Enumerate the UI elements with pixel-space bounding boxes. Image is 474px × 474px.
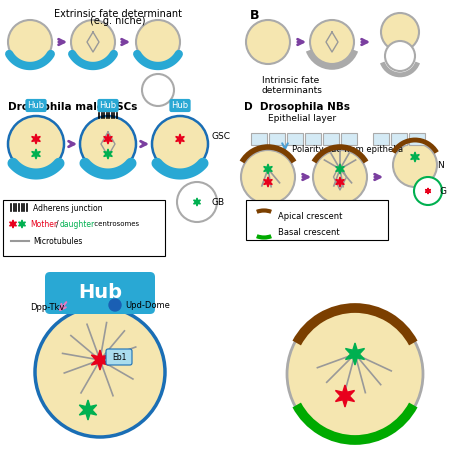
FancyBboxPatch shape [246,200,388,240]
FancyBboxPatch shape [288,133,303,145]
Circle shape [177,182,217,222]
Polygon shape [336,164,344,174]
Text: Hub: Hub [172,101,189,110]
Circle shape [393,143,437,187]
Circle shape [152,116,208,172]
Circle shape [241,150,295,204]
Text: N: N [437,161,444,170]
FancyBboxPatch shape [306,133,321,145]
Polygon shape [264,164,273,174]
Text: Upd-Dome: Upd-Dome [125,301,170,310]
FancyBboxPatch shape [392,133,408,145]
Polygon shape [336,385,355,407]
Polygon shape [79,400,97,420]
Text: Epithelial layer: Epithelial layer [268,114,336,123]
FancyBboxPatch shape [45,272,155,314]
Circle shape [385,41,415,71]
FancyBboxPatch shape [323,133,339,145]
Polygon shape [32,149,40,159]
Text: Basal crescent: Basal crescent [278,228,340,237]
Text: Eb1: Eb1 [112,353,126,362]
Polygon shape [104,134,112,144]
Text: Mother: Mother [30,219,57,228]
Text: Drosophila male GSCs: Drosophila male GSCs [8,102,137,112]
Circle shape [8,116,64,172]
Circle shape [310,20,354,64]
Circle shape [287,306,423,442]
Circle shape [246,20,290,64]
Text: Adherens junction: Adherens junction [33,203,102,212]
Polygon shape [91,350,109,370]
Text: daughter: daughter [60,219,95,228]
Circle shape [71,20,115,64]
Text: Extrinsic fate determinant: Extrinsic fate determinant [54,9,182,19]
Circle shape [381,13,419,51]
Circle shape [80,116,136,172]
Text: /: / [56,219,59,228]
Polygon shape [336,177,344,187]
Text: GSC: GSC [212,131,231,140]
FancyBboxPatch shape [374,133,390,145]
Polygon shape [425,188,430,194]
Polygon shape [264,177,273,187]
Text: Hub: Hub [27,101,45,110]
FancyBboxPatch shape [3,200,165,256]
Polygon shape [104,149,112,159]
FancyBboxPatch shape [410,133,426,145]
Text: Hub: Hub [78,283,122,302]
Polygon shape [193,198,201,206]
Text: Polarity cue from epithelia: Polarity cue from epithelia [292,145,403,154]
Circle shape [109,299,121,311]
Circle shape [313,150,367,204]
Text: B: B [250,9,259,22]
Polygon shape [176,134,184,144]
Text: D  Drosophila NBs: D Drosophila NBs [244,102,350,112]
Polygon shape [18,220,26,228]
Polygon shape [346,343,365,365]
Text: Microtubules: Microtubules [33,237,82,246]
Text: centrosomes: centrosomes [92,221,139,227]
FancyBboxPatch shape [341,133,357,145]
Polygon shape [9,220,17,228]
Text: (e.g. niche): (e.g. niche) [90,16,146,26]
Circle shape [414,177,442,205]
Polygon shape [32,134,40,144]
Text: G: G [440,186,447,195]
FancyBboxPatch shape [106,349,132,365]
Text: Apical crescent: Apical crescent [278,211,342,220]
Polygon shape [410,152,419,162]
Text: Hub: Hub [100,101,117,110]
Circle shape [136,20,180,64]
Circle shape [8,20,52,64]
Text: Intrinsic fate
determinants: Intrinsic fate determinants [262,76,323,95]
Circle shape [35,307,165,437]
FancyBboxPatch shape [252,133,267,145]
Text: GB: GB [212,198,225,207]
Text: Dpp-Tkv: Dpp-Tkv [30,302,64,311]
FancyBboxPatch shape [270,133,285,145]
Circle shape [142,74,174,106]
